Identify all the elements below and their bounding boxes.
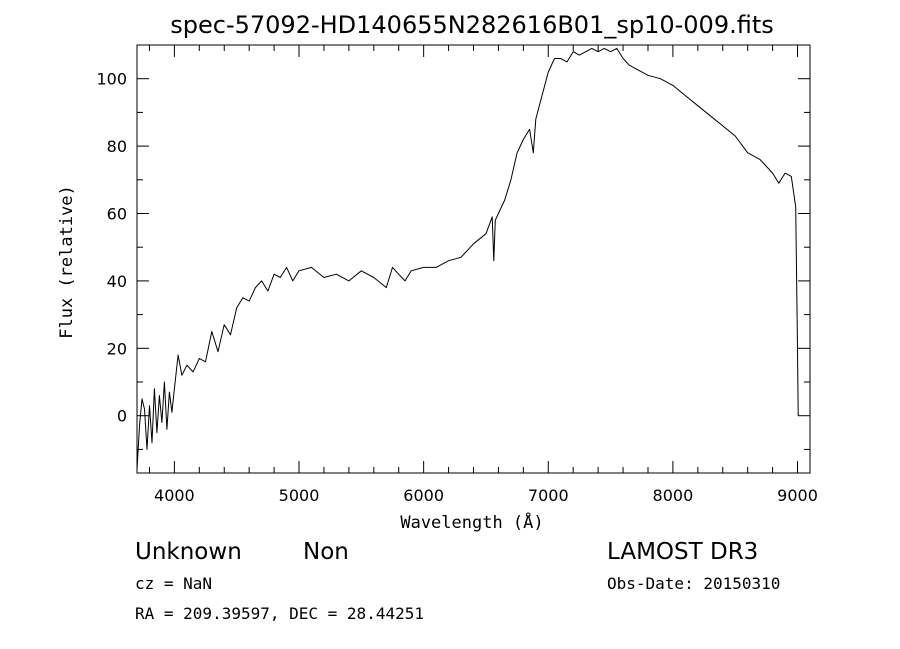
x-tick-label: 8000	[653, 486, 694, 505]
y-tick-label: 80	[107, 137, 127, 156]
obs-date: Obs-Date: 20150310	[607, 574, 780, 593]
object-class: Unknown	[135, 539, 242, 565]
y-tick-label: 0	[117, 407, 127, 426]
x-tick-label: 9000	[777, 486, 818, 505]
x-tick-label: 6000	[403, 486, 444, 505]
ra-dec-coords: RA = 209.39597, DEC = 28.44251	[135, 604, 424, 623]
y-tick-label: 100	[96, 70, 127, 89]
spectrum-series	[136, 47, 799, 470]
x-axis-label: Wavelength (Å)	[400, 511, 543, 533]
axis-ticks: 4000 5000 6000 7000 8000 9000 0 20 40 60 80 100	[96, 44, 818, 505]
y-tick-label: 20	[107, 339, 127, 358]
plot-frame-rect	[136, 44, 811, 474]
spectrum-line	[136, 47, 799, 470]
y-tick-label: 40	[107, 272, 127, 291]
survey-name: LAMOST DR3	[607, 539, 758, 565]
object-subclass: Non	[303, 539, 349, 565]
chart-title: spec-57092-HD140655N282616B01_sp10-009.f…	[170, 11, 774, 39]
x-tick-label: 5000	[279, 486, 320, 505]
x-tick-label: 7000	[528, 486, 569, 505]
x-tick-label: 4000	[154, 486, 195, 505]
redshift-cz: cz = NaN	[135, 574, 212, 593]
y-tick-label: 60	[107, 205, 127, 224]
y-axis-label: Flux (relative)	[57, 185, 77, 339]
plot-frame	[136, 44, 811, 474]
